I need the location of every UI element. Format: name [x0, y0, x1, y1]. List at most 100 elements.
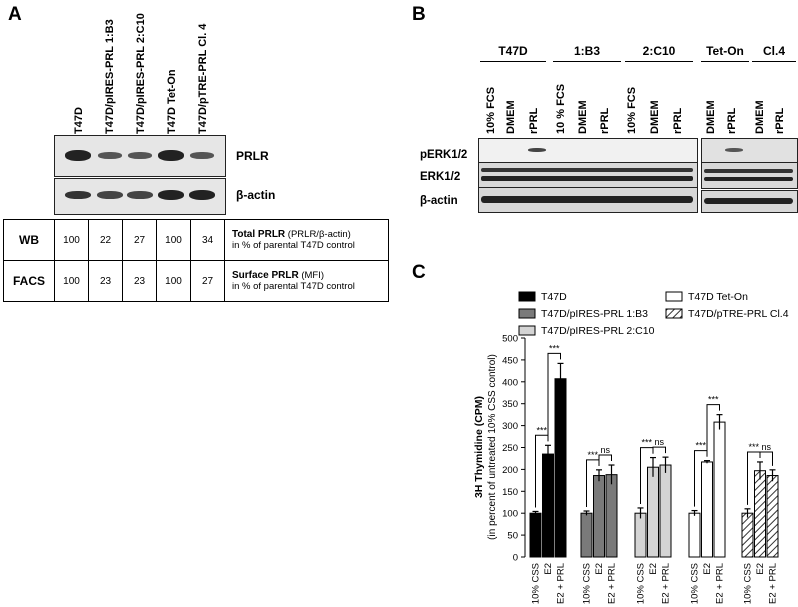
- legend-swatch: [665, 308, 683, 319]
- bars: [529, 362, 779, 558]
- method-facs: FACS: [3, 260, 55, 302]
- y-tick-label: 150: [502, 487, 518, 498]
- sig-bracket: [706, 404, 720, 457]
- group-label-cl4: Cl.4: [762, 44, 785, 58]
- bar: [741, 512, 754, 558]
- x-tick-label: E2: [594, 563, 605, 575]
- bar: [713, 421, 726, 558]
- x-tick-label: E2: [702, 563, 713, 575]
- y-tick-label: 500: [502, 334, 518, 345]
- table-desc-wb: Total PRLR (PRLR/β-actin) in % of parent…: [224, 219, 389, 261]
- bar: [593, 475, 605, 558]
- y-tick-label: 400: [502, 377, 518, 388]
- sig-label: ***: [748, 442, 759, 452]
- desc-rest: (MFI): [298, 270, 325, 281]
- erk-blot-right: [701, 162, 798, 189]
- y-tick-label: 300: [502, 421, 518, 432]
- perk-label: pERK1/2: [420, 149, 468, 161]
- bar: [647, 466, 659, 558]
- table-row-facs: FACS 100 23 23 100 27 Surface PRLR (MFI)…: [3, 260, 389, 302]
- group-label-2c10: 2:C10: [642, 44, 676, 58]
- y-tick-label: 50: [507, 531, 518, 542]
- y-axis-title-text: 3H Thymidine (CPM): [473, 396, 485, 498]
- prlr-label: PRLR: [236, 149, 269, 163]
- bar: [659, 464, 672, 558]
- x-tick-label: E2: [648, 563, 659, 575]
- legend-label: T47D/pIRES-PRL 2:C10: [541, 325, 655, 337]
- x-tick-label: E2 + PRL: [661, 563, 672, 604]
- panel-a-letter: A: [8, 4, 22, 25]
- group-line: [752, 61, 796, 62]
- panel-b-letter: B: [412, 4, 426, 25]
- y-tick-label: 100: [502, 509, 518, 520]
- bar: [634, 512, 647, 558]
- y-tick-label: 450: [502, 355, 518, 366]
- desc-sub: in % of parental T47D control: [232, 240, 355, 251]
- group-line: [625, 61, 693, 62]
- significance-marks: ********* ns*** ns ********* ns: [535, 343, 773, 508]
- y-tick-label: 0: [513, 553, 518, 564]
- bar: [542, 453, 554, 558]
- sig-label: ***: [549, 343, 560, 353]
- legend-label: T47D/pTRE-PRL Cl.4: [688, 308, 789, 320]
- x-tick-label: 10% CSS: [690, 563, 701, 604]
- bar: [766, 475, 779, 558]
- y-axis-subtitle-text: (in percent of untreated 10% CSS control…: [487, 354, 498, 540]
- legend-swatch: [665, 291, 683, 302]
- table-cell: 23: [122, 260, 157, 302]
- group-label-1b3: 1:B3: [573, 44, 600, 58]
- actin-blot-a: [54, 178, 226, 215]
- group-line: [480, 61, 546, 62]
- sig-label: ns: [654, 437, 664, 447]
- y-axis: 0 50 100 150 200 250 300 350 400 450 500: [502, 334, 526, 564]
- group-label-teton: Tet-On: [706, 44, 744, 58]
- legend-swatch: [518, 291, 536, 302]
- sig-label: ns: [761, 442, 771, 452]
- table-cell: 34: [190, 219, 225, 261]
- chart-legend: T47D T47D/pIRES-PRL 1:B3 T47D/pIRES-PRL 2:…: [518, 291, 789, 337]
- sig-bracket: [547, 352, 561, 442]
- group-line: [701, 61, 749, 62]
- x-tick-label: 10% CSS: [636, 563, 647, 604]
- actin-blot-b-left: [478, 187, 698, 213]
- legend-swatch: [518, 325, 536, 336]
- erk-label: ERK1/2: [420, 171, 461, 183]
- table-cell: 23: [88, 260, 123, 302]
- sig-label: ***: [536, 425, 547, 435]
- erk-blot-left: [478, 162, 698, 189]
- desc-bold: Surface PRLR: [232, 270, 299, 281]
- prlr-blot: [54, 135, 226, 177]
- group-line: [553, 61, 621, 62]
- legend-label: T47D: [541, 291, 567, 303]
- table-cell: 22: [88, 219, 123, 261]
- sig-label: ***: [641, 438, 652, 448]
- group-label-t47d: T47D: [498, 44, 528, 58]
- bar: [529, 512, 542, 558]
- x-tick-label: 10% CSS: [582, 563, 593, 604]
- y-tick-label: 350: [502, 399, 518, 410]
- bar: [554, 378, 567, 558]
- bar: [580, 512, 593, 558]
- actin-label-a: β-actin: [236, 188, 276, 202]
- sig-bracket: [598, 454, 612, 466]
- x-tick-label: E2 + PRL: [556, 563, 567, 604]
- x-tick-label: E2 + PRL: [715, 563, 726, 604]
- table-cell: 100: [54, 219, 89, 261]
- sig-label: ***: [587, 450, 598, 460]
- y-tick-label: 250: [502, 443, 518, 454]
- x-tick-label: 10% CSS: [743, 563, 754, 604]
- y-tick-label: 200: [502, 465, 518, 476]
- bar: [754, 470, 766, 558]
- desc-sub: in % of parental T47D control: [232, 281, 355, 292]
- sig-label: ***: [708, 395, 719, 405]
- sig-bracket: [652, 446, 666, 454]
- x-tick-label: E2 + PRL: [768, 563, 779, 604]
- table-cell: 27: [122, 219, 157, 261]
- y-axis-title: 3H Thymidine (CPM) (in percent of untreat…: [473, 354, 498, 540]
- legend-swatch: [518, 308, 536, 319]
- quantification-table: WB 100 22 27 100 34 Total PRLR (PRLR/β-a…: [3, 219, 389, 302]
- perk-blot-left: [478, 138, 698, 164]
- sig-label: ns: [600, 445, 610, 455]
